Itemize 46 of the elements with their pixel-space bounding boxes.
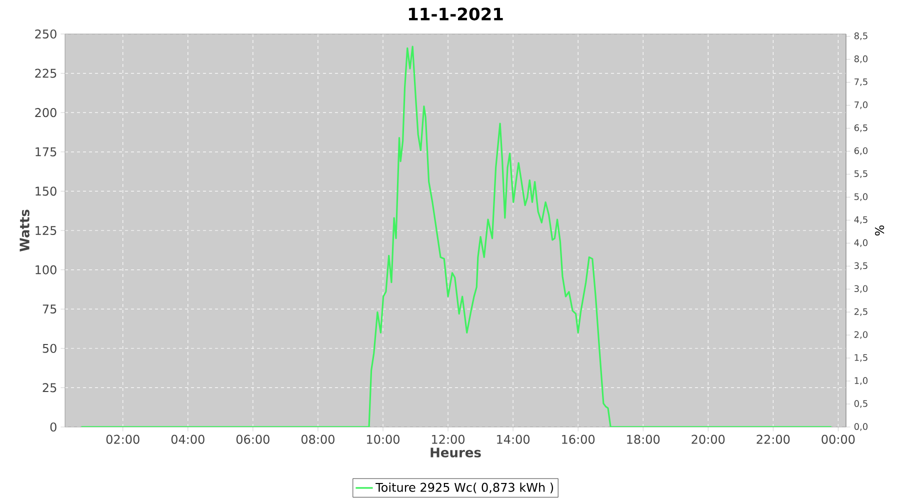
y-tick-label: 25 [42, 383, 56, 392]
y2-tick-label: 5,0 [854, 193, 868, 202]
x-tick-label: 04:00 [171, 434, 204, 444]
y2-tick-label: 7,0 [854, 101, 868, 110]
y2-tick-label: 7,5 [854, 78, 868, 86]
x-tick-label: 02:00 [106, 434, 140, 444]
y2-tick-label: 0,0 [854, 423, 868, 431]
y2-tick-label: 2,5 [854, 308, 868, 316]
y2-tick-label: 8,5 [854, 32, 868, 40]
y-tick-label: 150 [36, 186, 56, 196]
x-tick-label: 20:00 [692, 434, 725, 444]
y-tick-label: 100 [36, 265, 56, 274]
legend-label: Toiture 2925 Wc( 0,873 kWh ) [376, 482, 554, 494]
x-tick-label: 08:00 [301, 434, 334, 444]
y-tick-label: 0 [50, 422, 56, 432]
y2-tick-label: 6,0 [854, 147, 868, 156]
y-tick-label: 50 [42, 344, 56, 353]
y-tick-label: 125 [36, 226, 56, 236]
y2-tick-label: 3,5 [854, 262, 868, 270]
y-tick-label: 225 [35, 68, 56, 78]
y2-tick-label: 6,5 [854, 124, 868, 132]
x-tick-label: 14:00 [497, 434, 530, 444]
y2-tick-label: 4,0 [854, 239, 868, 247]
x-tick-label: 06:00 [236, 434, 270, 444]
y2-tick-label: 3,0 [854, 285, 868, 293]
y2-tick-label: 0,5 [854, 400, 868, 408]
y2-tick-label: 2,0 [854, 331, 868, 339]
chart-title: 11-1-2021 [408, 8, 503, 20]
y2-axis-title: % [874, 225, 884, 236]
x-tick-label: 00:00 [822, 434, 855, 444]
y2-tick-label: 5,5 [854, 170, 868, 178]
y2-tick-label: 1,5 [854, 354, 868, 362]
x-axis-title: Heures [430, 448, 481, 458]
y-tick-label: 75 [42, 304, 56, 314]
y2-tick-label: 4,5 [854, 216, 868, 224]
y-axis-title: Watts [20, 210, 30, 252]
x-tick-label: 18:00 [627, 434, 660, 444]
y2-tick-label: 1,0 [854, 377, 868, 385]
x-tick-label: 16:00 [562, 434, 595, 444]
y2-tick-label: 8,0 [854, 55, 868, 64]
x-tick-label: 12:00 [432, 434, 465, 444]
y-tick-label: 250 [35, 29, 56, 39]
x-tick-label: 10:00 [367, 434, 400, 444]
x-tick-label: 22:00 [756, 434, 790, 444]
y-tick-label: 175 [36, 147, 56, 156]
y-tick-label: 200 [35, 108, 56, 118]
